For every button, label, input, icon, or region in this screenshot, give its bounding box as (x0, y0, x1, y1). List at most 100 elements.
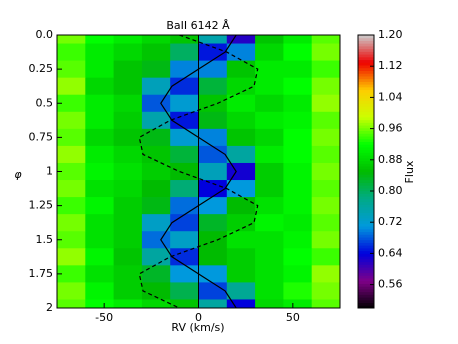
colorbar-swatch (358, 160, 374, 164)
heat-cell (85, 299, 115, 308)
heat-cell (85, 248, 115, 266)
heat-cell (141, 60, 171, 79)
heat-cell (170, 197, 199, 215)
heat-cell (113, 60, 143, 79)
colorbar-swatch (358, 247, 374, 252)
colorbar-tick-label: 0.72 (378, 215, 403, 228)
colorbar-swatch (358, 212, 374, 216)
colorbar-swatch (358, 231, 374, 235)
heat-cell (198, 60, 228, 79)
colorbar-swatch (358, 125, 374, 129)
heat-cell (311, 94, 340, 113)
heat-cell (141, 128, 171, 147)
heat-cell (226, 162, 256, 181)
colorbar-swatch (358, 111, 374, 115)
heat-cell (85, 197, 115, 215)
heat-cell (311, 248, 340, 266)
heat-cell (311, 214, 340, 232)
heat-cell (198, 197, 228, 215)
heat-cell (283, 197, 313, 215)
colorbar-swatch (358, 267, 374, 271)
x-tick-label: -50 (95, 311, 113, 324)
colorbar-swatch (358, 291, 374, 295)
heat-cell (57, 128, 86, 147)
colorbar-swatch (358, 105, 374, 110)
colorbar-swatch (358, 242, 374, 246)
colorbar-swatch (358, 40, 374, 44)
colorbar-tick-label: 0.56 (378, 278, 403, 291)
heat-cell (226, 94, 256, 113)
colorbar-tick-label: 0.64 (378, 246, 403, 259)
heat-cell (198, 35, 228, 45)
colorbar-swatch (358, 196, 374, 200)
y-tick-label: 0.0 (36, 28, 54, 41)
colorbar-swatch (358, 286, 374, 290)
heat-cell (170, 265, 199, 283)
colorbar-swatch (358, 269, 374, 274)
heat-cell (311, 282, 340, 300)
colorbar-swatch (358, 187, 374, 192)
heat-cell (226, 265, 256, 283)
heat-cell (311, 145, 340, 164)
heat-cell (255, 299, 284, 308)
colorbar-swatch (358, 149, 374, 153)
heat-cell (198, 265, 228, 283)
heat-cell (85, 265, 115, 283)
colorbar-swatch (358, 245, 374, 249)
heat-cell (283, 77, 313, 96)
colorbar-swatch (358, 65, 374, 69)
heat-cell (311, 77, 340, 96)
colorbar-swatch (358, 114, 374, 118)
heat-cell (283, 35, 313, 45)
heat-cell (170, 248, 199, 266)
heat-cell (141, 248, 171, 266)
heat-cell (85, 162, 115, 181)
heat-cell (113, 35, 143, 45)
heat-cell (198, 111, 228, 130)
heat-cell (198, 282, 228, 300)
colorbar-swatch (358, 37, 374, 41)
heat-cell (113, 282, 143, 300)
colorbar-swatch (358, 70, 374, 74)
heat-cell (113, 299, 143, 308)
colorbar-swatch (358, 97, 374, 102)
colorbar-swatch (358, 92, 374, 96)
heat-cell (255, 128, 284, 147)
heat-cell (255, 282, 284, 300)
heat-cell (226, 60, 256, 79)
colorbar-swatch (358, 155, 374, 159)
heat-cell (113, 231, 143, 249)
colorbar-swatch (358, 152, 374, 156)
colorbar-swatch (358, 62, 374, 66)
colorbar-swatch (358, 48, 374, 52)
colorbar-swatch (358, 297, 374, 301)
colorbar-tick-label: 1.12 (378, 59, 403, 72)
heat-cell (85, 35, 115, 45)
heat-cell (57, 282, 86, 300)
heat-cell (170, 111, 199, 130)
colorbar-swatch (358, 168, 374, 172)
heat-cell (113, 77, 143, 96)
heat-cell (198, 94, 228, 113)
heat-cell (198, 180, 228, 198)
colorbar-swatch (358, 78, 374, 82)
heat-cell (85, 77, 115, 96)
colorbar-swatch (358, 84, 374, 88)
heat-cell (198, 128, 228, 147)
heat-cell (57, 265, 86, 283)
heat-cell (311, 35, 340, 45)
heat-cell (255, 248, 284, 266)
colorbar-swatch (358, 294, 374, 298)
heat-cell (226, 145, 256, 164)
heat-cell (113, 248, 143, 266)
colorbar-swatch (358, 217, 374, 222)
heat-cell (85, 111, 115, 130)
heat-cell (255, 111, 284, 130)
colorbar-swatch (358, 67, 374, 71)
colorbar-swatch (358, 239, 374, 243)
colorbar-tick-label: 0.96 (378, 122, 403, 135)
colorbar-swatch (358, 130, 374, 134)
colorbar-swatch (358, 54, 374, 58)
heat-cell (170, 282, 199, 300)
